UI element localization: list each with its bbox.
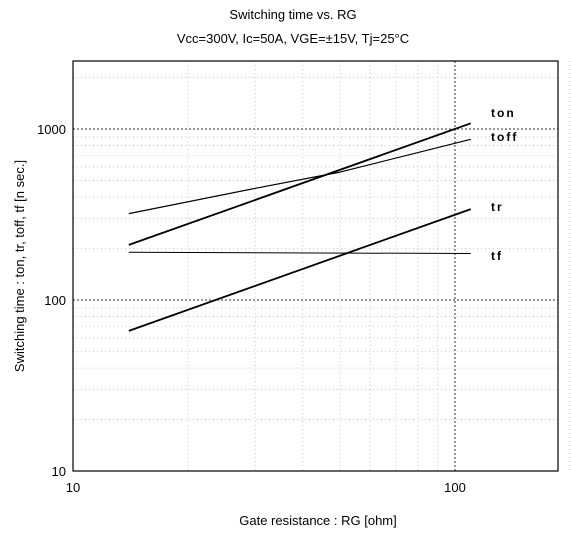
chart-subtitle: Vcc=300V, Ic=50A, VGE=±15V, Tj=25°C [177, 31, 409, 46]
x-tick-label: 10 [66, 480, 80, 495]
y-tick-label: 10 [52, 464, 66, 479]
series-line-ton [128, 122, 472, 246]
plot-frame [72, 60, 559, 472]
y-axis-label: Switching time : ton, tr, toff, tf [n se… [12, 160, 27, 372]
series-label-tr: tr [491, 200, 504, 214]
series-label-tf: tf [491, 249, 503, 263]
grid [73, 61, 571, 471]
chart-title: Switching time vs. RG [229, 7, 356, 22]
axis-ticks: 10 100 10 100 1000 [37, 122, 466, 495]
y-tick-label: 100 [44, 293, 66, 308]
series-line-tf [128, 251, 471, 254]
x-axis-label: Gate resistance : RG [ohm] [239, 513, 397, 528]
series-lines: ton toff tr tf [128, 106, 518, 332]
series-line-tr [128, 208, 472, 332]
y-tick-label: 1000 [37, 122, 66, 137]
series-label-toff: toff [491, 130, 518, 144]
series-label-ton: ton [491, 106, 516, 120]
series-line-toff [128, 138, 471, 215]
x-tick-label: 100 [444, 480, 466, 495]
